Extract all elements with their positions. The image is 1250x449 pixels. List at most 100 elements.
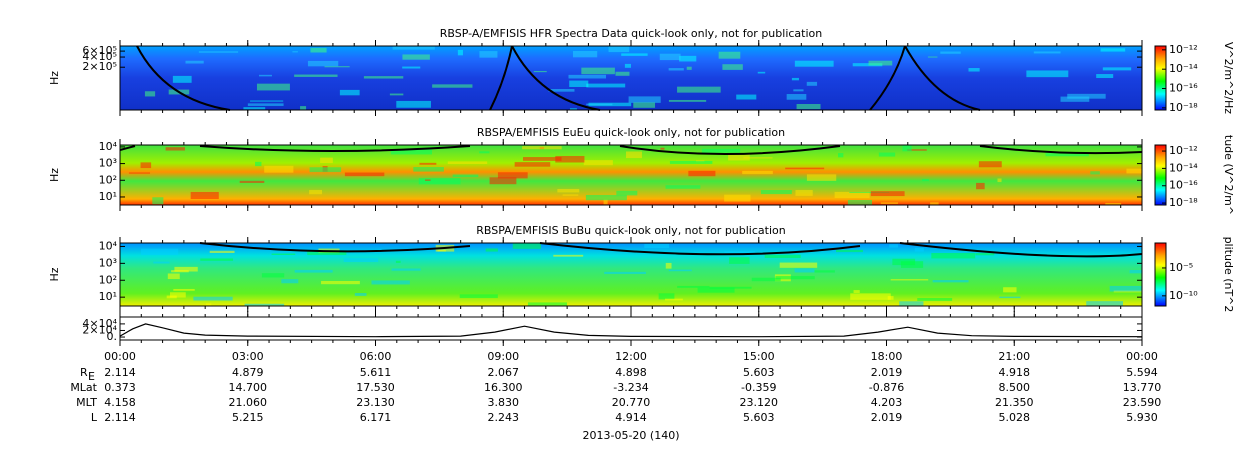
spectrogram-texture [585, 194, 627, 201]
spectrogram-texture [806, 81, 818, 86]
spectrogram-texture [153, 261, 170, 264]
spectrogram-texture [976, 182, 985, 190]
spectrogram-texture [1067, 93, 1106, 99]
spectrogram-texture [902, 145, 912, 152]
spectrogram-texture [907, 149, 927, 151]
y-tick-label: 2×10⁵ [82, 60, 117, 73]
spectrogram-texture [402, 66, 421, 69]
spectrogram-texture [736, 94, 757, 100]
colorbar [1154, 45, 1167, 111]
spectrogram-texture [834, 191, 870, 198]
spectrogram-texture [868, 60, 893, 66]
spectrogram-texture [626, 151, 642, 159]
spectrogram-texture [677, 86, 721, 93]
spectrogram-texture [677, 285, 710, 288]
spectrogram-texture [659, 53, 681, 61]
spectrogram-texture [806, 174, 837, 181]
spectrogram-texture [796, 104, 821, 110]
spectrogram-texture [878, 152, 896, 157]
spectrogram-texture [1033, 51, 1061, 54]
spectrogram-texture [425, 179, 431, 181]
spectrogram-texture [814, 270, 835, 273]
spectrogram-texture [206, 303, 212, 306]
panel-title: RBSPA/EMFISIS EuEu quick-look only, not … [477, 126, 785, 139]
spectrogram-texture [633, 102, 656, 108]
spectrogram-texture [583, 160, 613, 166]
spectrogram-texture [419, 162, 437, 165]
spectrogram-texture [553, 254, 584, 257]
spectrogram-texture [852, 63, 883, 67]
spectrogram-texture [890, 279, 929, 281]
spectrogram-texture [152, 197, 164, 205]
colorbar-tick-label: 10⁻¹⁶ [1169, 179, 1198, 192]
row-value: 14.700 [229, 381, 268, 394]
spectrogram-texture [603, 199, 608, 205]
y-tick-label: 10³ [99, 157, 117, 170]
spectrogram-texture [413, 167, 444, 172]
spectrogram-texture [795, 189, 813, 196]
row-label: MLat [70, 381, 97, 394]
spectrogram-texture [917, 298, 953, 301]
spectrogram-texture [931, 252, 976, 259]
spectrogram-texture [418, 178, 461, 185]
y-tick-label: 10³ [99, 256, 117, 269]
spectrogram-texture [722, 64, 743, 70]
colorbar-tick-label: 10⁻¹⁴ [1169, 161, 1198, 174]
spectrogram-texture [128, 172, 151, 174]
spectrogram-texture [697, 287, 735, 293]
spectrogram-texture [324, 66, 350, 68]
spectrogram-texture [569, 80, 589, 87]
y-tick-label: 10² [99, 173, 117, 186]
spectrogram-texture [354, 293, 367, 296]
spectrogram-texture [686, 66, 692, 70]
row-value: 5.028 [999, 411, 1031, 424]
spectrogram-texture [512, 243, 541, 249]
spectrogram-texture [170, 292, 186, 298]
spectrogram-texture [794, 268, 815, 273]
spectrogram-texture [294, 74, 338, 77]
row-value: 5.603 [743, 411, 775, 424]
spectrogram-texture [608, 46, 630, 53]
spectrogram-texture [363, 76, 404, 79]
spectrogram-texture [294, 269, 333, 273]
spectrogram-texture [247, 103, 284, 106]
row-value: 2.114 [104, 411, 136, 424]
row-value: 5.594 [1126, 366, 1158, 379]
spectrogram-texture [850, 293, 891, 300]
spectrogram-texture [1026, 70, 1069, 78]
spectrogram-texture [568, 74, 607, 79]
spectrogram-texture [371, 280, 410, 285]
y-tick-label: 10⁴ [99, 140, 118, 153]
spectrogram-texture [523, 157, 562, 161]
spectrogram-texture [847, 199, 872, 205]
spectrogram-texture [930, 202, 939, 205]
spectrogram-texture [853, 290, 860, 294]
spectrogram-texture [497, 172, 528, 179]
spectrogram-texture [485, 248, 498, 252]
spectrogram-texture [239, 180, 265, 183]
spectrogram-texture [1045, 152, 1089, 157]
panel-frame [119, 144, 1143, 206]
row-value: 2.019 [871, 366, 903, 379]
spectrogram-texture [174, 266, 198, 272]
spectrogram-texture [628, 96, 661, 103]
spectrogram-texture [1003, 287, 1017, 293]
row-value: 8.500 [999, 381, 1031, 394]
colorbar [1154, 242, 1167, 307]
y-tick-label: 0. [107, 330, 118, 343]
spectrogram-texture [271, 253, 296, 256]
x-tick-label: 06:00 [360, 350, 392, 363]
row-value: 13.770 [1123, 381, 1162, 394]
row-value: 4.158 [104, 396, 136, 409]
spectrogram-texture [793, 89, 804, 92]
spectrogram-texture [489, 177, 517, 185]
spectrogram-texture [880, 202, 898, 204]
panel-title: RBSP-A/EMFISIS HFR Spectra Data quick-lo… [440, 27, 823, 40]
panel-title: RBSPA/EMFISIS BuBu quick-look only, not … [476, 224, 786, 237]
spectrogram-texture [479, 151, 490, 154]
spectrogram-texture [255, 161, 262, 167]
spectrogram-texture [557, 188, 580, 193]
spectrogram-texture [616, 190, 638, 196]
spectrogram-texture [300, 106, 307, 110]
row-value: 16.300 [484, 381, 523, 394]
